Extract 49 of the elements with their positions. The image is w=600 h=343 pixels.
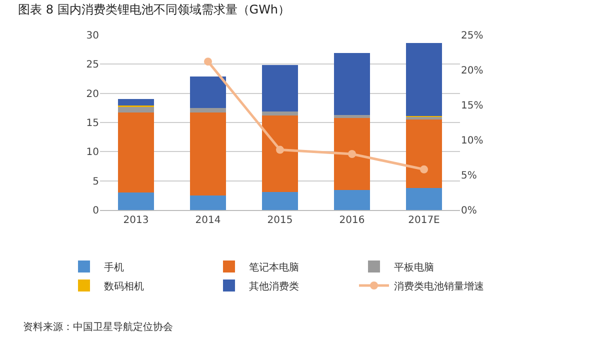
bar bbox=[262, 64, 298, 112]
bar bbox=[334, 53, 370, 115]
legend-label: 其他消费类 bbox=[249, 280, 299, 292]
bar bbox=[406, 188, 442, 210]
y-tick-label: 10 bbox=[86, 147, 99, 158]
bar bbox=[334, 118, 370, 190]
x-tick-label: 2016 bbox=[339, 215, 365, 226]
bar bbox=[190, 112, 226, 196]
bar bbox=[334, 190, 370, 210]
y2-tick-label: 15% bbox=[461, 100, 484, 112]
y2-tick-label: 10% bbox=[461, 136, 484, 146]
point bbox=[420, 165, 428, 174]
legend-label: 消费类电池销量增速 bbox=[394, 280, 484, 292]
point bbox=[204, 58, 212, 66]
text: 资料来源：中国卫星导航定位协会 bbox=[23, 321, 173, 333]
y-tick-label: 5 bbox=[92, 176, 99, 188]
legend-label: 笔记本电脑 bbox=[249, 261, 299, 274]
bar bbox=[406, 43, 442, 116]
bar bbox=[262, 116, 298, 192]
bar bbox=[406, 120, 442, 188]
y-tick-label: 0 bbox=[92, 206, 99, 216]
legend-label: 平板电脑 bbox=[394, 261, 434, 274]
bar bbox=[262, 192, 298, 210]
x-tick-label: 2017E bbox=[408, 215, 440, 226]
bar bbox=[118, 192, 154, 210]
bar bbox=[118, 99, 154, 106]
x-tick-label: 2014 bbox=[195, 215, 221, 226]
point bbox=[348, 150, 356, 158]
x-tick-label: 2015 bbox=[267, 215, 293, 226]
bar bbox=[118, 112, 154, 192]
y2-tick-label: 0% bbox=[461, 206, 477, 216]
legend-label: 手机 bbox=[104, 261, 124, 274]
bar bbox=[190, 76, 226, 108]
legend-label: 数码相机 bbox=[104, 280, 144, 292]
x-tick-label: 2013 bbox=[123, 215, 149, 226]
bar bbox=[190, 108, 226, 113]
bar bbox=[262, 111, 298, 116]
y-tick-label: 25 bbox=[86, 60, 99, 71]
y-tick-label: 30 bbox=[86, 30, 99, 42]
y2-tick-label: 20% bbox=[461, 66, 484, 76]
chart-title: 图表 8 国内消费类锂电池不同领域需求量（GWh） bbox=[18, 2, 290, 17]
y-tick-label: 20 bbox=[86, 88, 99, 100]
point bbox=[276, 146, 284, 154]
bar bbox=[190, 195, 226, 210]
bar bbox=[118, 106, 154, 113]
bar bbox=[334, 114, 370, 118]
y2-tick-label: 5% bbox=[461, 170, 477, 182]
y-tick-label: 15 bbox=[86, 118, 99, 129]
y2-tick-label: 25% bbox=[461, 30, 484, 42]
